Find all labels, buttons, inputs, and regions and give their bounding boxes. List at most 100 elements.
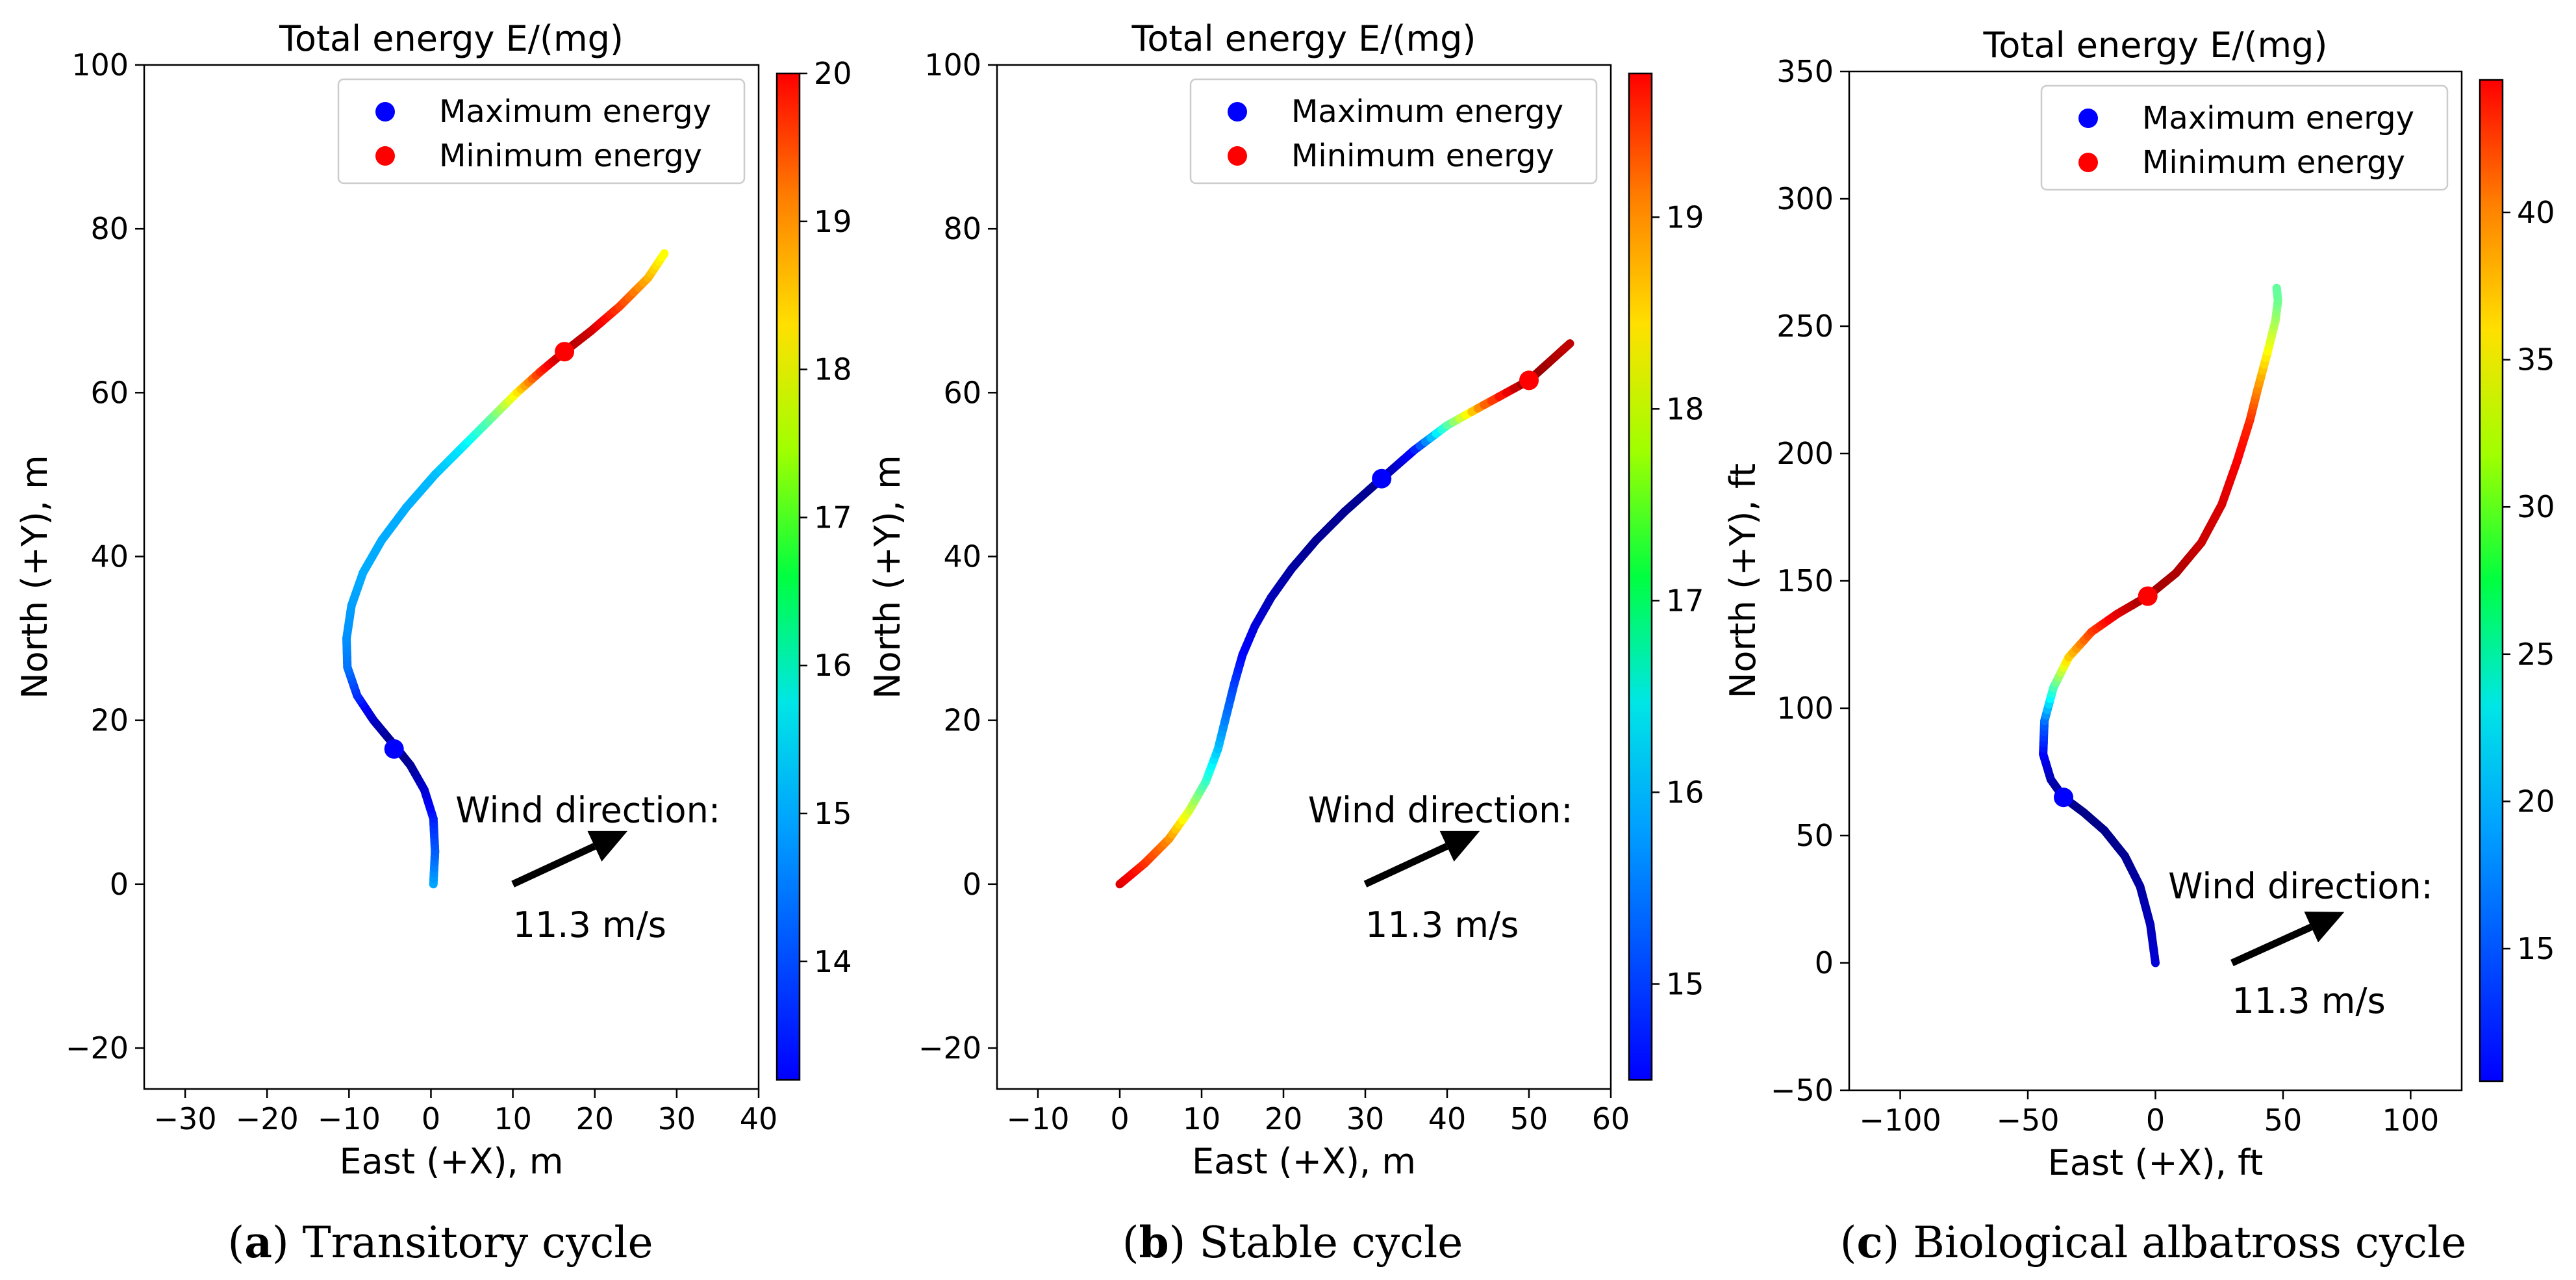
x-axis-label: East (+X), m [1192, 1141, 1416, 1182]
colorbar-tick-label: 35 [2517, 342, 2555, 378]
trajectory-segment [657, 249, 669, 262]
y-tick-label: 60 [943, 375, 981, 410]
y-tick-label: −20 [66, 1030, 129, 1066]
y-tick-label: 20 [943, 703, 981, 738]
wind-arrow-shaft [1363, 843, 1448, 888]
legend-entry: Minimum energy [1291, 138, 1554, 174]
x-tick-label: 40 [740, 1101, 778, 1136]
y-tick-label: 0 [963, 867, 981, 902]
y-axis-label: North (+Y), ft [1723, 463, 1763, 698]
legend-box [1189, 78, 1598, 185]
wind-arrow-head [2304, 912, 2345, 943]
colorbar-tick-label: 25 [2517, 637, 2555, 672]
wind-speed-label: 11.3 m/s [2232, 980, 2385, 1021]
panel-caption: (a) Transitory cycle [227, 1217, 653, 1268]
x-tick-label: 30 [658, 1101, 696, 1136]
colorbar-tick-label: 30 [2517, 489, 2555, 524]
colorbar-tick-label: 18 [1666, 391, 1704, 426]
x-tick-label: 0 [422, 1101, 440, 1136]
y-tick-label: 80 [943, 211, 981, 246]
y-tick-label: 60 [90, 375, 129, 410]
legend-min-marker [375, 146, 395, 166]
y-tick-label: 80 [90, 211, 129, 246]
x-tick-label: −30 [154, 1101, 217, 1136]
x-tick-label: −20 [236, 1101, 299, 1136]
legend-max-marker [2078, 109, 2098, 128]
max-energy-point [2054, 787, 2074, 808]
panel-b: Total energy E/(mg) −10 0 10 20 30 40 50 60 −20 0 2… [867, 18, 1704, 1268]
colorbar-tick-label: 18 [814, 352, 852, 387]
x-tick-label: −10 [318, 1101, 381, 1136]
y-tick-label: 0 [110, 867, 129, 902]
min-energy-point [1519, 370, 1539, 390]
x-tick-label: 20 [575, 1101, 614, 1136]
y-axis-label: North (+Y), m [867, 455, 908, 699]
colorbar-tick-label: 16 [814, 648, 852, 683]
legend: Maximum energy Minimum energy [337, 78, 746, 185]
y-tick-label: −50 [1771, 1073, 1834, 1108]
legend-entry: Maximum energy [2142, 100, 2414, 136]
colorbar [2479, 79, 2504, 1082]
wind-label: Wind direction: [2168, 865, 2433, 906]
trajectory-line [342, 249, 669, 889]
colorbar-tick-label: 17 [1666, 583, 1704, 618]
legend-entry: Maximum energy [439, 94, 711, 130]
y-tick-label: 20 [90, 703, 129, 738]
x-tick-label: 50 [2264, 1103, 2303, 1138]
y-tick-label: 150 [1776, 563, 1834, 598]
colorbar-tick-label: 20 [2517, 784, 2555, 819]
legend: Maximum energy Minimum energy [1189, 78, 1598, 185]
panel-c: Total energy E/(mg) −100 −50 0 50 100 −50 0 50 10… [1723, 25, 2555, 1268]
legend-max-marker [1228, 102, 1247, 122]
colorbar-tick-label: 16 [1666, 774, 1704, 810]
legend-box [337, 78, 746, 185]
legend-entry: Maximum energy [1291, 94, 1563, 130]
x-tick-label: −100 [1859, 1103, 1941, 1138]
colorbar [776, 72, 801, 1081]
y-tick-label: 0 [1815, 945, 1834, 980]
x-tick-label: 30 [1346, 1101, 1385, 1136]
y-tick-label: 300 [1776, 181, 1834, 216]
x-axis-label: East (+X), ft [2048, 1142, 2264, 1183]
colorbar-tick-label: 20 [814, 56, 852, 91]
legend-entry: Minimum energy [439, 138, 702, 174]
trajectory-line [1115, 339, 1574, 889]
min-energy-point [555, 342, 575, 362]
y-tick-label: 40 [90, 539, 129, 574]
y-tick-label: 100 [71, 47, 129, 83]
y-axis-label: North (+Y), m [14, 455, 55, 699]
colorbar-tick-label: 19 [1666, 199, 1704, 235]
x-tick-label: 60 [1592, 1101, 1630, 1136]
wind-arrow-head [587, 830, 628, 862]
legend-max-marker [375, 102, 395, 122]
min-energy-point [2138, 586, 2158, 606]
wind-arrow-shaft [2230, 923, 2313, 967]
panel-a: Total energy E/(mg) −30 −20 −10 0 10 20 30 40 −20… [14, 18, 852, 1268]
x-tick-label: −10 [1006, 1101, 1069, 1136]
y-tick-label: 40 [943, 539, 981, 574]
legend: Maximum energy Minimum energy [2040, 84, 2449, 191]
wind-label: Wind direction: [1308, 789, 1573, 830]
y-tick-label: 50 [1795, 818, 1834, 853]
x-tick-label: 100 [2382, 1103, 2440, 1138]
trajectory-line [2039, 283, 2282, 967]
wind-speed-label: 11.3 m/s [1365, 904, 1519, 945]
legend-min-marker [1228, 146, 1247, 166]
max-energy-point [384, 739, 404, 759]
x-tick-label: 10 [1183, 1101, 1221, 1136]
y-tick-label: 100 [924, 47, 981, 83]
x-tick-label: −50 [1997, 1103, 2060, 1138]
plot-frame [143, 64, 760, 1090]
colorbar-tick-label: 15 [2517, 931, 2555, 966]
x-tick-label: 10 [494, 1101, 532, 1136]
x-tick-label: 50 [1510, 1101, 1548, 1136]
plot-frame [996, 64, 1612, 1090]
y-tick-label: 200 [1776, 436, 1834, 471]
panel-caption: (b) Stable cycle [1122, 1217, 1463, 1268]
y-tick-label: 250 [1776, 309, 1834, 344]
wind-label: Wind direction: [455, 789, 720, 830]
chart-title: Total energy E/(mg) [1131, 18, 1476, 59]
chart-title: Total energy E/(mg) [1983, 25, 2328, 66]
wind-speed-label: 11.3 m/s [513, 904, 666, 945]
